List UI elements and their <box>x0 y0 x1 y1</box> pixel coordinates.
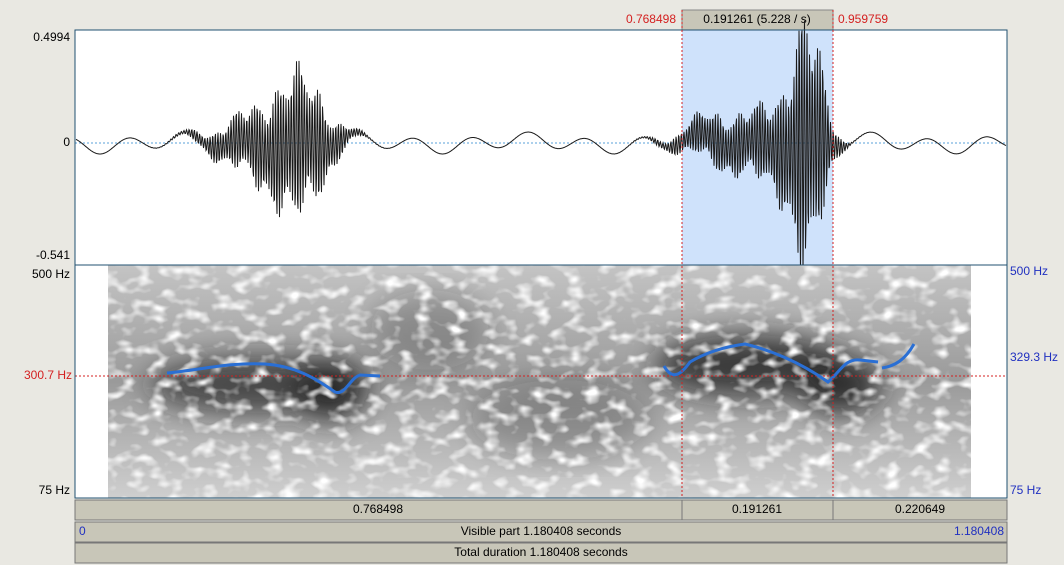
pitch-top-right: 500 Hz <box>1010 264 1048 278</box>
praat-editor: 0.768498 0.191261 (5.228 / s) 0.959759 0… <box>0 0 1064 565</box>
selection-duration: 0.191261 (5.228 / s) <box>703 12 810 26</box>
segment-label: 0.768498 <box>353 502 403 516</box>
pitch-value: 329.3 Hz <box>1010 350 1058 364</box>
freq-cursor-label: 300.7 Hz <box>24 368 72 382</box>
visible-end: 1.180408 <box>954 524 1004 538</box>
waveform-max: 0.4994 <box>33 30 70 44</box>
visible-label: Visible part 1.180408 seconds <box>461 524 622 538</box>
total-label: Total duration 1.180408 seconds <box>454 545 627 559</box>
segment-label: 0.191261 <box>732 502 782 516</box>
pitch-bottom-right: 75 Hz <box>1010 483 1041 497</box>
visible-start: 0 <box>79 524 86 538</box>
waveform-zero: 0 <box>63 135 70 149</box>
waveform-min: -0.541 <box>36 248 70 262</box>
selection-end: 0.959759 <box>838 12 888 26</box>
segment-label: 0.220649 <box>895 502 945 516</box>
spectrogram <box>108 265 971 498</box>
freq-top-left: 500 Hz <box>32 267 70 281</box>
selection-start: 0.768498 <box>626 12 676 26</box>
freq-bottom-left: 75 Hz <box>39 483 70 497</box>
